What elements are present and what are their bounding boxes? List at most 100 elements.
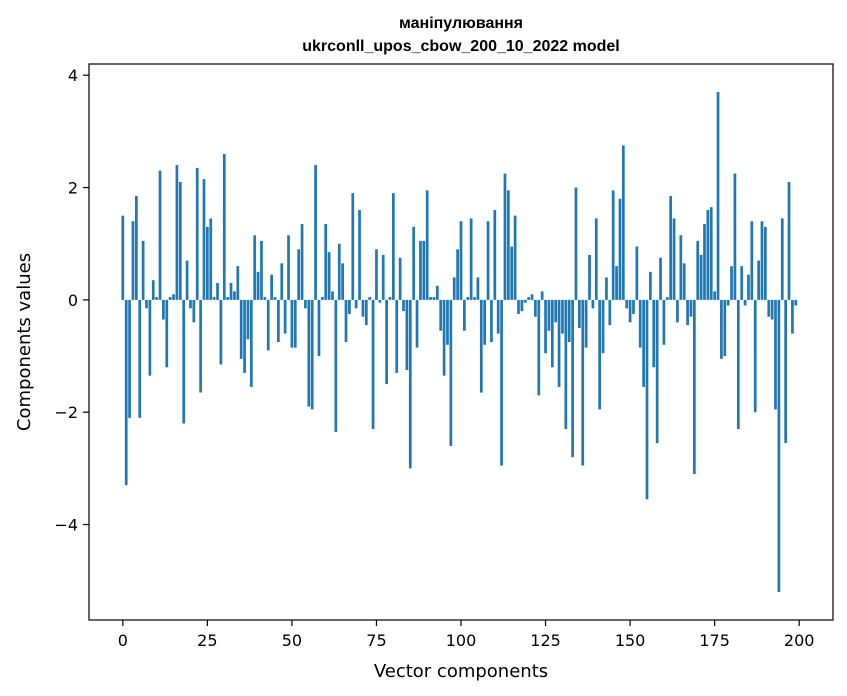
bar bbox=[134, 195, 138, 300]
bar bbox=[747, 274, 750, 300]
bar bbox=[270, 274, 273, 300]
bar bbox=[209, 218, 213, 300]
bar bbox=[750, 221, 754, 300]
bar bbox=[293, 299, 297, 348]
bar bbox=[537, 299, 541, 396]
bar bbox=[530, 294, 534, 300]
bar bbox=[320, 297, 324, 300]
bar bbox=[578, 299, 581, 328]
bar bbox=[726, 299, 730, 306]
y-tick-label: −4 bbox=[54, 516, 78, 535]
bar bbox=[581, 299, 585, 466]
bar bbox=[263, 297, 267, 300]
bar bbox=[185, 260, 189, 300]
bar bbox=[523, 299, 527, 303]
bar bbox=[679, 235, 683, 300]
bar bbox=[165, 299, 169, 368]
x-tick-label: 150 bbox=[615, 631, 646, 650]
bar bbox=[348, 299, 351, 314]
bar bbox=[351, 193, 355, 300]
bar bbox=[371, 299, 375, 430]
bar bbox=[466, 297, 470, 300]
bar bbox=[628, 299, 632, 323]
bar bbox=[713, 291, 716, 300]
bar bbox=[253, 235, 257, 300]
bar bbox=[324, 224, 328, 300]
bar bbox=[243, 299, 246, 373]
bar bbox=[703, 224, 706, 300]
bar bbox=[388, 297, 392, 300]
y-tick-label: 2 bbox=[68, 179, 78, 198]
bar bbox=[202, 179, 206, 300]
bar bbox=[233, 291, 236, 300]
bar bbox=[503, 173, 507, 300]
bar bbox=[554, 299, 558, 323]
bar bbox=[605, 277, 608, 300]
bar bbox=[473, 297, 476, 300]
x-tick-label: 0 bbox=[118, 631, 128, 650]
bar bbox=[757, 260, 760, 300]
bar bbox=[767, 299, 771, 317]
bar bbox=[277, 299, 280, 342]
y-axis-ticks: −4 −2 0 2 4 bbox=[54, 66, 89, 535]
bar bbox=[476, 277, 480, 300]
bar bbox=[662, 299, 666, 345]
bar bbox=[760, 221, 764, 300]
bar bbox=[682, 263, 686, 300]
x-tick-label: 25 bbox=[197, 631, 217, 650]
bar bbox=[716, 92, 720, 300]
bar bbox=[730, 266, 733, 300]
bar bbox=[368, 297, 372, 300]
bar bbox=[642, 299, 645, 387]
bar bbox=[361, 299, 365, 317]
x-axis-ticks: 0 25 50 75 100 125 150 175 200 bbox=[118, 620, 814, 650]
bar bbox=[665, 297, 669, 300]
x-tick-label: 100 bbox=[446, 631, 477, 650]
y-tick-label: 0 bbox=[68, 291, 78, 310]
bar bbox=[720, 299, 723, 359]
bar bbox=[625, 299, 629, 309]
bar bbox=[740, 266, 744, 300]
bar bbox=[172, 294, 175, 300]
bar bbox=[736, 299, 740, 430]
bar bbox=[300, 224, 304, 300]
bar bbox=[219, 299, 223, 365]
bar bbox=[189, 299, 192, 309]
bar bbox=[496, 299, 500, 334]
bar bbox=[327, 252, 331, 300]
bar bbox=[676, 299, 679, 323]
bar bbox=[638, 299, 642, 348]
bar bbox=[344, 299, 348, 342]
bar bbox=[199, 299, 202, 393]
bar bbox=[121, 215, 125, 300]
y-tick-label: 4 bbox=[68, 66, 78, 85]
chart-title: маніпулювання bbox=[399, 15, 523, 32]
bar bbox=[229, 283, 233, 300]
bar bbox=[706, 210, 710, 300]
y-tick-label: −2 bbox=[54, 403, 78, 422]
bar bbox=[273, 297, 277, 300]
bar bbox=[216, 283, 219, 300]
bar bbox=[304, 299, 307, 309]
bar bbox=[574, 187, 578, 300]
bar bbox=[500, 299, 503, 466]
bar bbox=[364, 299, 368, 326]
bar bbox=[317, 299, 321, 357]
bar bbox=[764, 226, 767, 300]
bar bbox=[178, 181, 182, 300]
bar bbox=[506, 190, 510, 300]
bar bbox=[287, 235, 290, 300]
bar bbox=[138, 299, 142, 418]
bar bbox=[456, 249, 459, 300]
bar bbox=[246, 299, 250, 340]
bar bbox=[341, 263, 344, 300]
bar bbox=[611, 190, 615, 300]
bar bbox=[723, 299, 727, 357]
bar bbox=[469, 218, 473, 300]
bar bbox=[608, 299, 612, 326]
bar bbox=[753, 299, 757, 413]
bar bbox=[483, 299, 487, 345]
bar bbox=[672, 218, 676, 300]
bar bbox=[449, 299, 453, 446]
